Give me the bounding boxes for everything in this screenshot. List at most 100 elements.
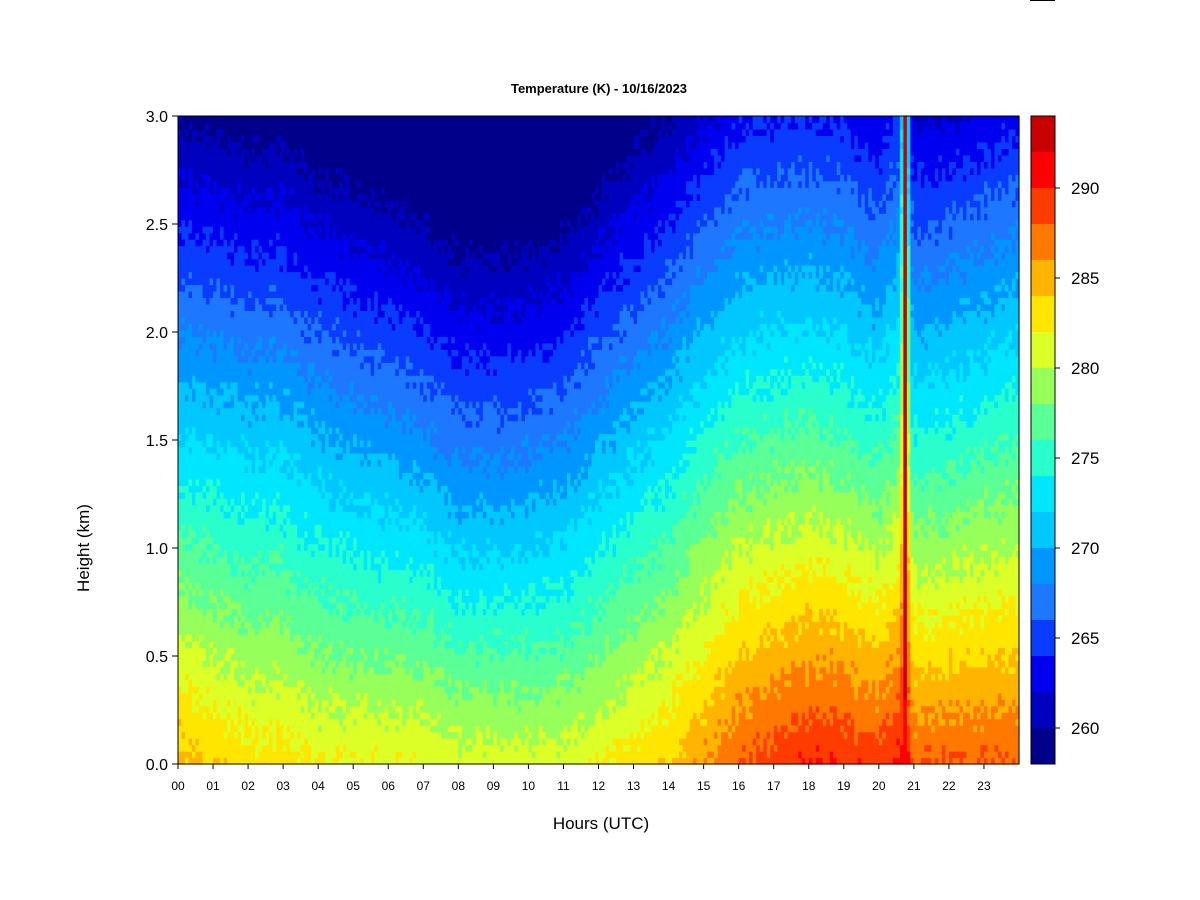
heatmap-cell bbox=[318, 608, 323, 616]
heatmap-cell bbox=[279, 206, 284, 214]
heatmap-cell bbox=[237, 582, 242, 590]
heatmap-cell bbox=[188, 323, 193, 331]
heatmap-cell bbox=[321, 485, 326, 493]
heatmap-cell bbox=[265, 718, 270, 726]
heatmap-cell bbox=[276, 459, 281, 467]
heatmap-cell bbox=[199, 245, 204, 253]
heatmap-cell bbox=[185, 213, 190, 221]
heatmap-cell bbox=[311, 530, 316, 538]
heatmap-cell bbox=[311, 757, 316, 765]
heatmap-cell bbox=[202, 187, 207, 195]
heatmap-cell bbox=[262, 627, 267, 635]
heatmap-cell bbox=[339, 213, 344, 221]
heatmap-cell bbox=[290, 452, 295, 461]
heatmap-cell bbox=[251, 472, 256, 480]
heatmap-cell bbox=[185, 420, 190, 428]
heatmap-cell bbox=[255, 245, 260, 253]
heatmap-cell bbox=[248, 653, 253, 661]
heatmap-cell bbox=[230, 608, 235, 616]
heatmap-cell bbox=[332, 582, 337, 590]
heatmap-cell bbox=[286, 543, 291, 551]
heatmap-cell bbox=[335, 660, 340, 668]
heatmap-cell bbox=[206, 440, 211, 448]
heatmap-cell bbox=[244, 116, 249, 124]
heatmap-cell bbox=[311, 744, 316, 752]
heatmap-cell bbox=[328, 258, 333, 266]
heatmap-cell bbox=[346, 699, 351, 707]
heatmap-cell bbox=[220, 252, 225, 260]
heatmap-cell bbox=[188, 174, 193, 182]
heatmap-cell bbox=[283, 498, 288, 506]
heatmap-cell bbox=[234, 420, 239, 428]
heatmap-cell bbox=[220, 608, 225, 616]
heatmap-cell bbox=[265, 465, 270, 473]
heatmap-cell bbox=[304, 349, 309, 357]
heatmap-cell bbox=[346, 653, 351, 661]
heatmap-cell bbox=[346, 180, 351, 188]
heatmap-cell bbox=[185, 206, 190, 214]
heatmap-cell bbox=[318, 452, 323, 461]
heatmap-cell bbox=[335, 388, 340, 396]
heatmap-cell bbox=[181, 498, 186, 506]
heatmap-cell bbox=[321, 621, 326, 629]
heatmap-cell bbox=[202, 278, 207, 286]
heatmap-cell bbox=[216, 401, 221, 409]
heatmap-cell bbox=[192, 427, 197, 435]
heatmap-cell bbox=[251, 187, 256, 195]
heatmap-cell bbox=[297, 154, 302, 162]
heatmap-cell bbox=[178, 141, 183, 149]
heatmap-cell bbox=[195, 679, 200, 687]
heatmap-cell bbox=[213, 440, 218, 448]
heatmap-cell bbox=[297, 679, 302, 687]
heatmap-cell bbox=[262, 271, 267, 279]
heatmap-cell bbox=[248, 362, 253, 370]
heatmap-cell bbox=[349, 200, 354, 208]
heatmap-cell bbox=[181, 167, 186, 175]
heatmap-cell bbox=[328, 614, 333, 623]
heatmap-cell bbox=[234, 602, 239, 610]
heatmap-cell bbox=[297, 705, 302, 713]
heatmap-cell bbox=[286, 744, 291, 752]
heatmap-cell bbox=[311, 258, 316, 266]
heatmap-cell bbox=[269, 608, 274, 616]
heatmap-cell bbox=[349, 478, 354, 486]
heatmap-cell bbox=[244, 206, 249, 214]
heatmap-cell bbox=[297, 375, 302, 383]
heatmap-cell bbox=[272, 627, 277, 635]
heatmap-cell bbox=[269, 213, 274, 221]
heatmap-cell bbox=[241, 673, 246, 681]
heatmap-cell bbox=[258, 478, 263, 486]
heatmap-cell bbox=[300, 388, 305, 396]
heatmap-cell bbox=[258, 485, 263, 493]
heatmap-cell bbox=[276, 446, 281, 454]
heatmap-cell bbox=[335, 128, 340, 137]
heatmap-cell bbox=[178, 634, 183, 642]
heatmap-cell bbox=[335, 673, 340, 681]
heatmap-cell bbox=[237, 375, 242, 383]
heatmap-cell bbox=[318, 679, 323, 687]
heatmap-cell bbox=[244, 556, 249, 564]
heatmap-cell bbox=[213, 504, 218, 512]
heatmap-cell bbox=[251, 368, 256, 376]
heatmap-cell bbox=[293, 530, 298, 538]
heatmap-cell bbox=[276, 394, 281, 402]
heatmap-cell bbox=[185, 686, 190, 694]
heatmap-cell bbox=[335, 174, 340, 182]
heatmap-cell bbox=[314, 511, 319, 519]
heatmap-cell bbox=[293, 446, 298, 454]
heatmap-cell bbox=[304, 128, 309, 137]
heatmap-cell bbox=[279, 355, 284, 363]
heatmap-cell bbox=[349, 407, 354, 415]
heatmap-cell bbox=[248, 491, 253, 499]
heatmap-cell bbox=[220, 666, 225, 674]
heatmap-cell bbox=[342, 472, 347, 480]
heatmap-cell bbox=[318, 349, 323, 357]
heatmap-cell bbox=[349, 602, 354, 610]
heatmap-cell bbox=[223, 712, 228, 720]
heatmap-cell bbox=[199, 647, 204, 655]
heatmap-cell bbox=[244, 699, 249, 707]
heatmap-cell bbox=[255, 167, 260, 175]
heatmap-cell bbox=[237, 478, 242, 486]
heatmap-cell bbox=[321, 271, 326, 279]
heatmap-cell bbox=[234, 362, 239, 370]
